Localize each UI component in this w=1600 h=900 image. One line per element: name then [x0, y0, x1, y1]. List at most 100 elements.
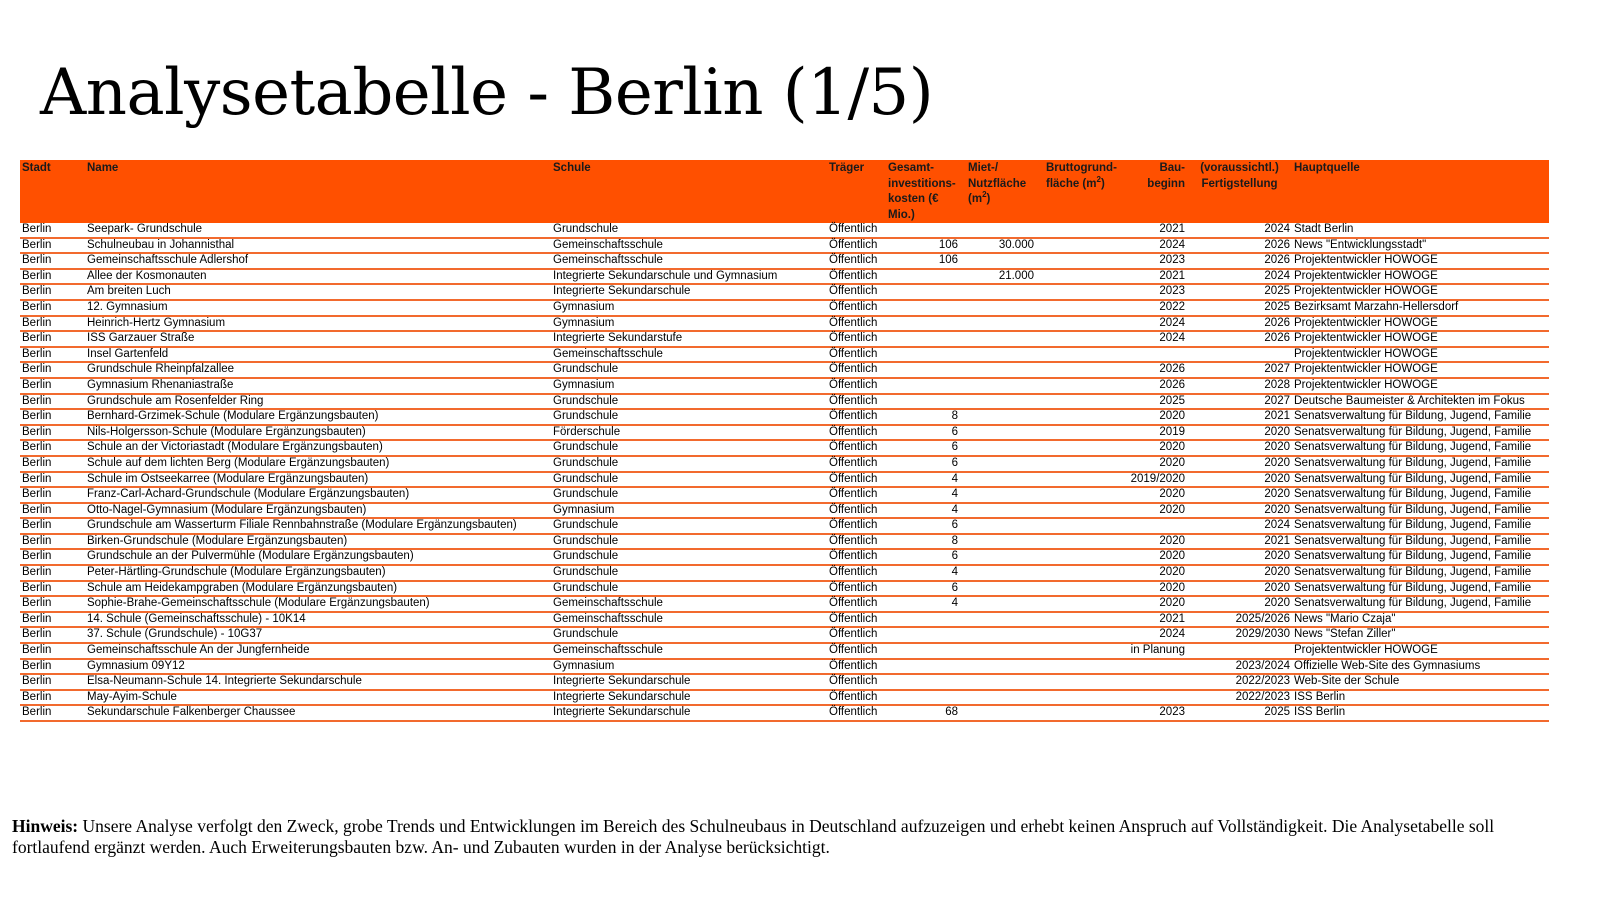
cell-investitionskosten: 6	[886, 580, 966, 598]
cell-bruttogrundflaeche	[1044, 565, 1124, 582]
cell-hauptquelle: ISS Berlin	[1292, 705, 1549, 722]
cell-fertigstellung: 2024	[1187, 518, 1292, 535]
cell-schule: Grundschule	[551, 440, 827, 457]
cell-traeger: Öffentlich	[827, 440, 886, 457]
cell-hauptquelle: Bezirksamt Marzahn-Hellersdorf	[1292, 299, 1549, 317]
cell-bruttogrundflaeche	[1044, 315, 1124, 333]
superscript: 2	[982, 190, 987, 200]
cell-stadt: Berlin	[20, 580, 85, 598]
cell-investitionskosten	[886, 674, 966, 691]
cell-hauptquelle: Senatsverwaltung für Bildung, Jugend, Fa…	[1292, 596, 1549, 613]
cell-investitionskosten: 4	[886, 596, 966, 613]
cell-baubeginn: 2025	[1124, 393, 1187, 411]
cell-schule: Integrierte Sekundarschule und Gymnasium	[551, 268, 827, 286]
cell-traeger: Öffentlich	[827, 487, 886, 504]
cell-stadt: Berlin	[20, 268, 85, 286]
cell-hauptquelle: Projektentwickler HOWOGE	[1292, 284, 1549, 301]
cell-investitionskosten	[886, 284, 966, 301]
cell-hauptquelle: News "Stefan Ziller"	[1292, 627, 1549, 645]
cell-investitionskosten	[886, 346, 966, 364]
cell-nutzflaeche	[966, 611, 1044, 629]
cell-schule: Gymnasium	[551, 377, 827, 395]
cell-hauptquelle: Senatsverwaltung für Bildung, Jugend, Fa…	[1292, 518, 1549, 535]
cell-traeger: Öffentlich	[827, 455, 886, 473]
cell-fertigstellung: 2026	[1187, 237, 1292, 255]
cell-schule: Grundschule	[551, 471, 827, 489]
cell-name: Schule an der Victoriastadt (Modulare Er…	[85, 440, 551, 457]
cell-bruttogrundflaeche	[1044, 409, 1124, 426]
cell-fertigstellung: 2025	[1187, 299, 1292, 317]
table-row: Berlin 14. Schule (Gemeinschaftsschule) -…	[20, 611, 1549, 629]
cell-traeger: Öffentlich	[827, 518, 886, 535]
analysis-table: Stadt Name Schule Träger Gesamt-investit…	[20, 160, 1549, 722]
cell-bruttogrundflaeche	[1044, 284, 1124, 301]
cell-investitionskosten	[886, 643, 966, 660]
cell-hauptquelle: Deutsche Baumeister & Architekten im Fok…	[1292, 393, 1549, 411]
cell-stadt: Berlin	[20, 565, 85, 582]
cell-fertigstellung: 2027	[1187, 362, 1292, 379]
cell-hauptquelle: Senatsverwaltung für Bildung, Jugend, Fa…	[1292, 455, 1549, 473]
cell-bruttogrundflaeche	[1044, 596, 1124, 613]
table-row: Berlin Heinrich-Hertz Gymnasium Gymnasium Ö…	[20, 315, 1549, 333]
header-traeger: Träger	[827, 160, 886, 223]
cell-name: Seepark- Grundschule	[85, 223, 551, 239]
cell-traeger: Öffentlich	[827, 549, 886, 567]
cell-name: Schule am Heidekampgraben (Modulare Ergä…	[85, 580, 551, 598]
cell-schule: Integrierte Sekundarstufe	[551, 331, 827, 348]
table-row: Berlin 12. Gymnasium Gymnasium Öffentlich 20…	[20, 299, 1549, 317]
cell-bruttogrundflaeche	[1044, 611, 1124, 629]
cell-fertigstellung: 2021	[1187, 533, 1292, 551]
cell-traeger: Öffentlich	[827, 705, 886, 722]
cell-nutzflaeche	[966, 643, 1044, 660]
cell-name: Gymnasium Rhenaniastraße	[85, 377, 551, 395]
cell-hauptquelle: News "Mario Czaja"	[1292, 611, 1549, 629]
cell-nutzflaeche	[966, 409, 1044, 426]
table-row: Berlin Sekundarschule Falkenberger Chauss…	[20, 705, 1549, 722]
table-row: Berlin Schule im Ostseekarree (Modulare E…	[20, 471, 1549, 489]
cell-baubeginn: 2022	[1124, 299, 1187, 317]
cell-name: Franz-Carl-Achard-Grundschule (Modulare …	[85, 487, 551, 504]
cell-baubeginn: 2026	[1124, 377, 1187, 395]
cell-name: Heinrich-Hertz Gymnasium	[85, 315, 551, 333]
cell-baubeginn: 2024	[1124, 237, 1187, 255]
cell-name: Birken-Grundschule (Modulare Ergänzungsb…	[85, 533, 551, 551]
cell-nutzflaeche	[966, 658, 1044, 676]
cell-nutzflaeche	[966, 487, 1044, 504]
cell-name: Peter-Härtling-Grundschule (Modulare Erg…	[85, 565, 551, 582]
cell-bruttogrundflaeche	[1044, 393, 1124, 411]
cell-fertigstellung: 2024	[1187, 223, 1292, 239]
cell-hauptquelle: Senatsverwaltung für Bildung, Jugend, Fa…	[1292, 440, 1549, 457]
cell-schule: Förderschule	[551, 424, 827, 442]
cell-hauptquelle: Projektentwickler HOWOGE	[1292, 362, 1549, 379]
cell-investitionskosten	[886, 611, 966, 629]
cell-stadt: Berlin	[20, 674, 85, 691]
cell-nutzflaeche	[966, 471, 1044, 489]
cell-fertigstellung: 2022/2023	[1187, 689, 1292, 707]
cell-stadt: Berlin	[20, 393, 85, 411]
cell-schule: Gemeinschaftsschule	[551, 237, 827, 255]
table-row: Berlin Schule an der Victoriastadt (Modul…	[20, 440, 1549, 457]
cell-nutzflaeche	[966, 377, 1044, 395]
cell-traeger: Öffentlich	[827, 315, 886, 333]
cell-schule: Gymnasium	[551, 299, 827, 317]
cell-schule: Grundschule	[551, 362, 827, 379]
cell-stadt: Berlin	[20, 705, 85, 722]
cell-baubeginn	[1124, 658, 1187, 676]
cell-nutzflaeche	[966, 362, 1044, 379]
cell-name: Am breiten Luch	[85, 284, 551, 301]
cell-nutzflaeche	[966, 627, 1044, 645]
cell-bruttogrundflaeche	[1044, 658, 1124, 676]
cell-traeger: Öffentlich	[827, 393, 886, 411]
cell-stadt: Berlin	[20, 518, 85, 535]
cell-hauptquelle: Senatsverwaltung für Bildung, Jugend, Fa…	[1292, 471, 1549, 489]
cell-fertigstellung: 2029/2030	[1187, 627, 1292, 645]
cell-bruttogrundflaeche	[1044, 643, 1124, 660]
table-row: Berlin Nils-Holgersson-Schule (Modulare E…	[20, 424, 1549, 442]
cell-name: Insel Gartenfeld	[85, 346, 551, 364]
cell-name: Grundschule am Wasserturm Filiale Rennba…	[85, 518, 551, 535]
cell-name: Elsa-Neumann-Schule 14. Integrierte Seku…	[85, 674, 551, 691]
cell-nutzflaeche	[966, 455, 1044, 473]
cell-fertigstellung: 2028	[1187, 377, 1292, 395]
cell-bruttogrundflaeche	[1044, 362, 1124, 379]
cell-name: Gymnasium 09Y12	[85, 658, 551, 676]
